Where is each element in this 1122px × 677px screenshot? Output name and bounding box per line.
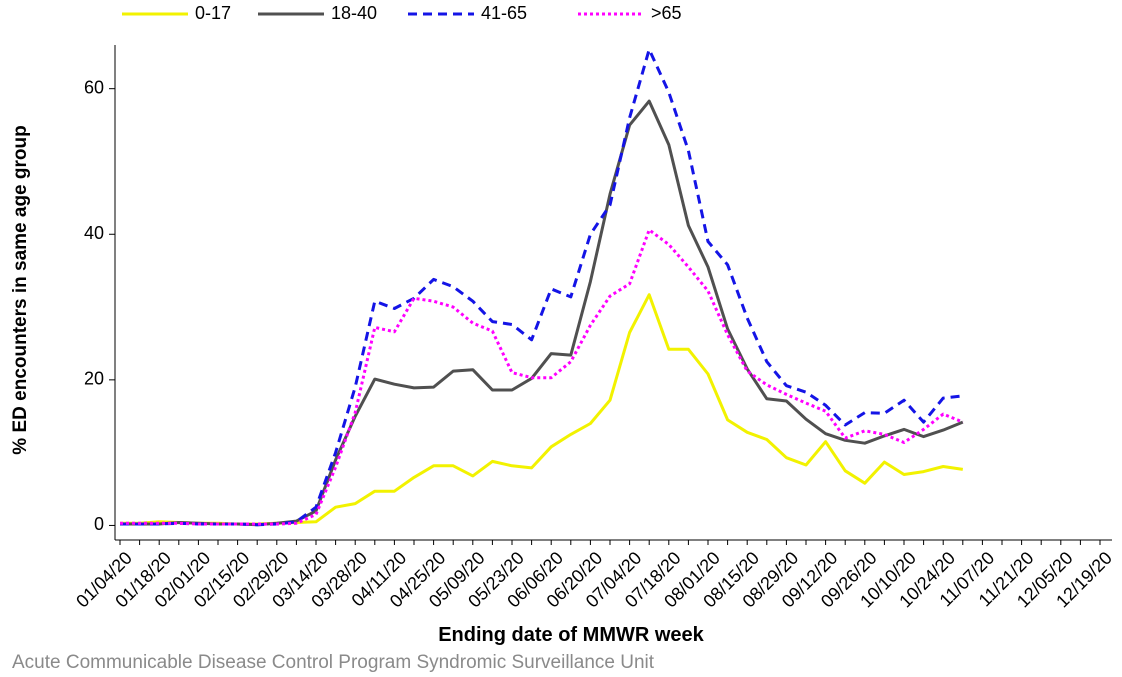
y-tick-label: 60 [84,77,104,97]
y-axis-label: % ED encounters in same age group [10,125,31,454]
series-line [120,47,963,527]
legend-label: >65 [651,3,682,23]
y-tick-label: 20 [84,369,104,389]
source-note: Acute Communicable Disease Control Progr… [12,652,655,673]
y-tick-label: 40 [84,223,104,243]
x-axis-label: Ending date of MMWR week [438,624,704,646]
y-tick-label: 0 [94,514,104,534]
legend-label: 41-65 [481,3,527,23]
series-line [120,293,964,526]
series-line [120,228,964,526]
legend-label: 0-17 [195,3,231,23]
legend-label: 18-40 [331,3,377,23]
